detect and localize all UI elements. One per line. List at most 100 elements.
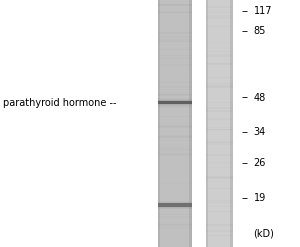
Text: 19: 19 xyxy=(254,193,266,203)
Bar xyxy=(158,216,192,218)
Bar xyxy=(206,110,233,112)
Bar xyxy=(158,147,192,149)
Bar xyxy=(158,98,192,107)
Bar xyxy=(158,227,192,228)
Bar xyxy=(158,225,192,226)
Bar xyxy=(230,0,232,247)
Bar xyxy=(158,123,192,124)
Bar xyxy=(158,100,192,102)
Bar xyxy=(206,154,233,155)
Bar xyxy=(206,10,233,11)
Bar xyxy=(206,176,233,178)
Bar xyxy=(206,141,233,143)
Bar xyxy=(206,18,233,19)
Bar xyxy=(206,206,233,207)
Bar xyxy=(206,84,233,85)
Bar xyxy=(206,155,233,156)
Bar xyxy=(230,0,232,247)
Bar xyxy=(158,12,192,13)
Bar xyxy=(206,77,233,78)
Bar xyxy=(158,182,192,184)
Bar xyxy=(206,224,233,226)
Bar xyxy=(206,162,233,163)
Text: --: -- xyxy=(242,93,248,103)
Text: --: -- xyxy=(242,127,248,137)
Bar xyxy=(206,0,208,247)
Bar xyxy=(206,6,233,8)
Text: --: -- xyxy=(242,193,248,203)
Bar xyxy=(158,135,192,137)
Bar xyxy=(158,126,192,127)
Bar xyxy=(158,149,192,151)
Bar xyxy=(206,0,233,247)
Bar xyxy=(158,49,192,50)
Bar xyxy=(206,129,233,130)
Bar xyxy=(158,201,192,209)
Bar xyxy=(158,203,192,207)
Bar xyxy=(206,129,233,130)
Bar xyxy=(158,202,192,208)
Bar xyxy=(158,140,192,141)
Bar xyxy=(206,202,233,203)
Bar xyxy=(158,0,160,247)
Bar xyxy=(158,207,192,209)
Text: 117: 117 xyxy=(254,6,272,16)
Bar xyxy=(230,0,232,247)
Bar xyxy=(158,4,192,6)
Bar xyxy=(158,36,192,38)
Bar xyxy=(158,101,192,104)
Bar xyxy=(158,214,192,215)
Bar xyxy=(158,64,192,66)
Bar xyxy=(206,106,233,109)
Bar xyxy=(158,11,192,13)
Bar xyxy=(206,41,233,43)
Text: (kD): (kD) xyxy=(254,228,274,238)
Bar xyxy=(158,223,192,225)
Bar xyxy=(206,235,233,236)
Bar xyxy=(158,39,192,40)
Bar xyxy=(158,125,192,127)
Bar xyxy=(158,88,192,90)
Bar xyxy=(189,0,192,247)
Bar xyxy=(158,0,160,247)
Bar xyxy=(158,55,192,56)
Bar xyxy=(158,100,192,105)
Text: 34: 34 xyxy=(254,127,266,137)
Bar xyxy=(158,94,192,96)
Bar xyxy=(206,143,233,145)
Bar xyxy=(158,57,192,59)
Bar xyxy=(189,0,192,247)
Bar xyxy=(206,54,233,57)
Bar xyxy=(158,106,192,108)
Bar xyxy=(206,12,233,13)
Text: 26: 26 xyxy=(254,158,266,168)
Text: --: -- xyxy=(242,6,248,16)
Bar xyxy=(206,63,233,65)
Bar xyxy=(206,102,233,103)
Bar xyxy=(158,153,192,154)
Bar xyxy=(206,86,233,88)
Bar xyxy=(206,63,233,64)
Bar xyxy=(206,200,233,201)
Bar xyxy=(158,136,192,138)
Bar xyxy=(206,188,233,189)
Bar xyxy=(206,85,233,87)
Bar xyxy=(158,99,192,106)
Bar xyxy=(206,211,233,212)
Bar xyxy=(158,81,192,82)
Bar xyxy=(206,0,208,247)
Bar xyxy=(206,127,233,128)
Bar xyxy=(158,94,192,95)
Bar xyxy=(206,230,233,231)
Bar xyxy=(158,116,192,117)
Bar xyxy=(206,166,233,168)
Text: 48: 48 xyxy=(254,93,266,103)
Text: --: -- xyxy=(242,158,248,168)
Bar xyxy=(189,0,192,247)
Bar xyxy=(158,32,192,34)
Bar xyxy=(206,51,233,52)
Bar xyxy=(158,86,192,87)
Bar xyxy=(158,4,192,6)
Bar xyxy=(158,154,192,156)
Text: 85: 85 xyxy=(254,26,266,36)
